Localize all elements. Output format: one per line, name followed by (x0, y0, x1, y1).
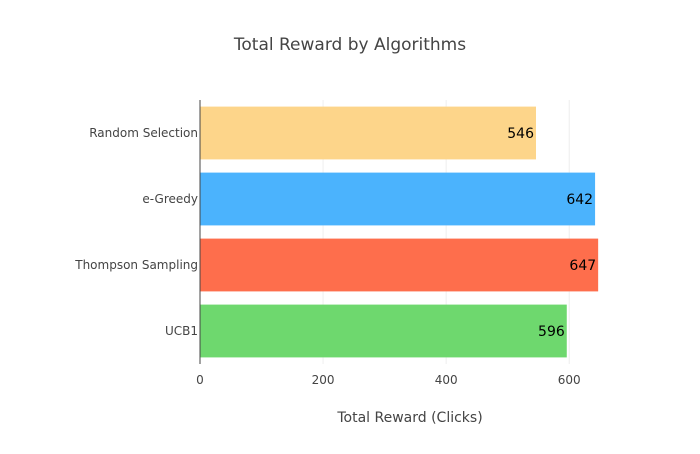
bar-random-selection[interactable] (200, 106, 536, 160)
y-tick-label: Thompson Sampling (74, 258, 198, 272)
chart-title: Total Reward by Algorithms (233, 35, 466, 55)
x-tick-label: 400 (435, 373, 458, 387)
y-tick-label: e-Greedy (142, 192, 198, 206)
bar-value-label: 642 (566, 192, 593, 208)
x-tick-label: 200 (312, 373, 335, 387)
y-tick-label: UCB1 (165, 324, 198, 338)
bar-thompson-sampling[interactable] (200, 238, 599, 292)
axis-layer: 0 200 400 600 Random Selection e-Greedy Thomps… (74, 100, 581, 387)
bar-ucb1[interactable] (200, 304, 567, 358)
bars-layer: 546 642 647 596 (200, 106, 599, 358)
bar-e-greedy[interactable] (200, 172, 596, 226)
bar-value-label: 647 (569, 258, 596, 274)
bar-value-label: 596 (538, 324, 565, 340)
x-tick-label: 600 (558, 373, 581, 387)
y-tick-label: Random Selection (89, 126, 198, 140)
x-tick-label: 0 (196, 373, 204, 387)
bar-value-label: 546 (507, 126, 534, 142)
x-axis-label: Total Reward (Clicks) (336, 410, 482, 426)
